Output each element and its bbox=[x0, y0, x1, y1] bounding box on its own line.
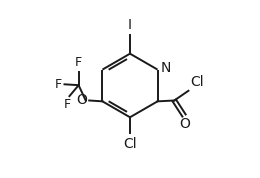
Text: F: F bbox=[75, 56, 82, 69]
Text: Cl: Cl bbox=[123, 137, 137, 151]
Text: Cl: Cl bbox=[190, 75, 204, 89]
Text: N: N bbox=[161, 61, 171, 75]
Text: O: O bbox=[179, 117, 190, 131]
Text: F: F bbox=[64, 98, 71, 111]
Text: I: I bbox=[128, 19, 132, 32]
Text: O: O bbox=[76, 93, 87, 108]
Text: F: F bbox=[55, 78, 62, 91]
